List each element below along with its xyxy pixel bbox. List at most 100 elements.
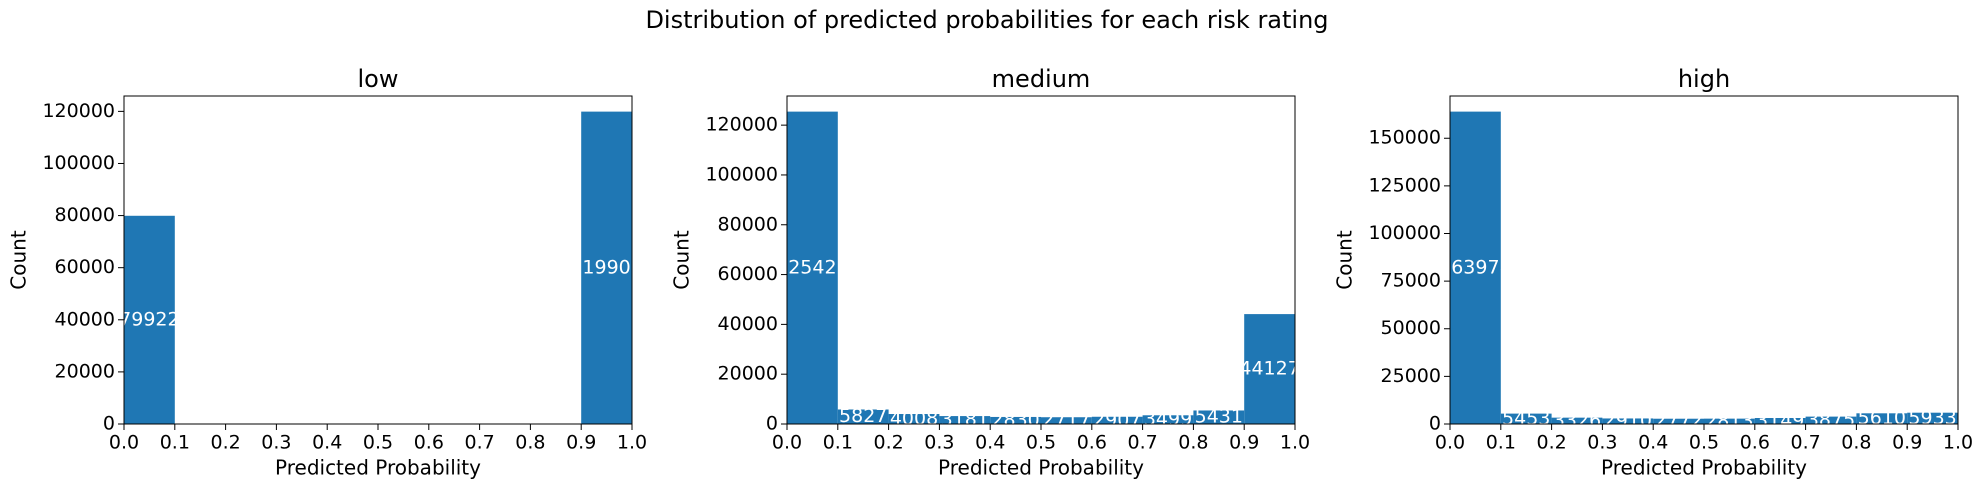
y-tick-label: 100000: [1368, 222, 1441, 244]
bar: [1907, 412, 1958, 424]
data-label: 170: [182, 412, 218, 434]
data-label: 2717: [1042, 409, 1090, 431]
bar: [939, 416, 991, 424]
plot-area: 125427 5827 4008 3181 2830 2717 2907 3499 5431 44…: [776, 111, 1295, 431]
bar: [1244, 314, 1295, 424]
x-tick-label: 1.0: [1280, 432, 1310, 454]
plot-area: 79922 170 118 99 92 95 101 115 150 119905: [119, 111, 632, 434]
x-axis-label: Predicted Probability: [938, 456, 1144, 480]
y-tick-label: 25000: [1381, 365, 1441, 387]
x-tick-label: 0.7: [1790, 432, 1820, 454]
bar: [837, 409, 889, 424]
x-tick-label: 0.1: [160, 432, 190, 454]
x-tick-label: 0.4: [312, 432, 342, 454]
data-label: 99: [290, 412, 314, 434]
axes-frame: [1449, 95, 1959, 425]
bar: [1653, 418, 1704, 424]
data-label: 2910: [1604, 410, 1652, 432]
y-tick-label: 50000: [1381, 317, 1441, 339]
data-label: 5827: [839, 405, 887, 427]
bar: [1193, 410, 1245, 424]
data-label: 79922: [119, 308, 179, 330]
x-tick-label: 0.9: [1892, 432, 1922, 454]
y-tick-label: 120000: [705, 114, 778, 136]
y-tick-label: 40000: [55, 308, 115, 330]
bar: [1754, 418, 1806, 424]
y-tick-label: 60000: [718, 263, 778, 285]
data-label: 150: [538, 412, 574, 434]
y-axis-label: Count: [670, 230, 694, 290]
data-label: 92: [341, 412, 365, 434]
bar: [1551, 417, 1603, 424]
data-label: 2830: [991, 409, 1039, 431]
x-tick-label: 0.6: [414, 432, 444, 454]
x-tick-label: 0.3: [924, 432, 954, 454]
axes-title: low: [358, 65, 399, 93]
x-tick-label: 0.9: [566, 432, 596, 454]
x-tick-label: 0.8: [515, 432, 545, 454]
data-label: 118: [233, 412, 269, 434]
x-tick-label: 0.9: [1229, 432, 1259, 454]
bar: [1704, 418, 1755, 424]
y-tick-label: 60000: [55, 256, 115, 278]
data-label: 95: [391, 412, 415, 434]
y-axis-label: Count: [1333, 230, 1357, 290]
data-label: 2772: [1654, 410, 1702, 432]
bar: [787, 111, 838, 424]
x-tick-label: 0.1: [1486, 432, 1516, 454]
x-tick-label: 0.8: [1841, 432, 1871, 454]
bar: [124, 215, 175, 424]
data-label: 163978: [1439, 256, 1512, 278]
axes-frame: [123, 95, 633, 425]
x-tick-label: 0.2: [873, 432, 903, 454]
data-label: 3181: [941, 409, 989, 431]
y-tick-label: 0: [1429, 413, 1441, 435]
bar: [1450, 111, 1501, 424]
data-label: 115: [487, 412, 523, 434]
data-label: 125427: [776, 256, 849, 278]
x-tick-label: 0.8: [1178, 432, 1208, 454]
x-tick-label: 0.7: [1127, 432, 1157, 454]
bar: [888, 414, 940, 424]
bar: [1091, 416, 1143, 424]
x-axis-label: Predicted Probability: [1601, 456, 1807, 480]
x-tick-label: 0.2: [1536, 432, 1566, 454]
x-tick-label: 0.7: [464, 432, 494, 454]
x-tick-label: 0.0: [1435, 432, 1465, 454]
x-tick-label: 0.0: [109, 432, 139, 454]
x-tick-label: 0.0: [772, 432, 802, 454]
bar: [1602, 418, 1654, 424]
y-tick-label: 100000: [42, 152, 115, 174]
y-tick-label: 20000: [718, 363, 778, 385]
subplot: 163978 5453 3326 2910 2772 2813 3149 3875 5610 59…: [1333, 65, 1974, 480]
y-tick-label: 80000: [718, 213, 778, 235]
y-tick-label: 150000: [1368, 127, 1441, 149]
bar: [1805, 416, 1857, 424]
x-tick-label: 0.1: [823, 432, 853, 454]
x-tick-label: 1.0: [617, 432, 647, 454]
y-tick-label: 0: [103, 413, 115, 435]
x-tick-label: 0.5: [1689, 432, 1719, 454]
subplot: 125427 5827 4008 3181 2830 2717 2907 3499 5431 44…: [670, 65, 1311, 480]
y-tick-label: 100000: [705, 163, 778, 185]
data-label: 2907: [1093, 409, 1141, 431]
bar: [990, 416, 1041, 424]
bar: [1041, 417, 1092, 424]
data-label: 3149: [1756, 410, 1804, 432]
axes-title: high: [1678, 65, 1730, 93]
y-tick-label: 20000: [55, 360, 115, 382]
axes-title: medium: [992, 65, 1091, 93]
x-tick-label: 0.3: [1587, 432, 1617, 454]
x-tick-label: 0.5: [363, 432, 393, 454]
subplot: 79922 170 118 99 92 95 101 115 150 119905 0.0 0.1 0.…: [7, 65, 648, 480]
y-tick-label: 125000: [1368, 174, 1441, 196]
y-tick-label: 120000: [42, 100, 115, 122]
y-tick-label: 40000: [718, 313, 778, 335]
data-label: 2813: [1705, 410, 1753, 432]
y-tick-label: 0: [766, 413, 778, 435]
data-label: 3326: [1553, 409, 1601, 431]
figure-title: Distribution of predicted probabilities …: [645, 6, 1328, 34]
x-tick-label: 0.3: [261, 432, 291, 454]
bar: [1142, 415, 1194, 424]
